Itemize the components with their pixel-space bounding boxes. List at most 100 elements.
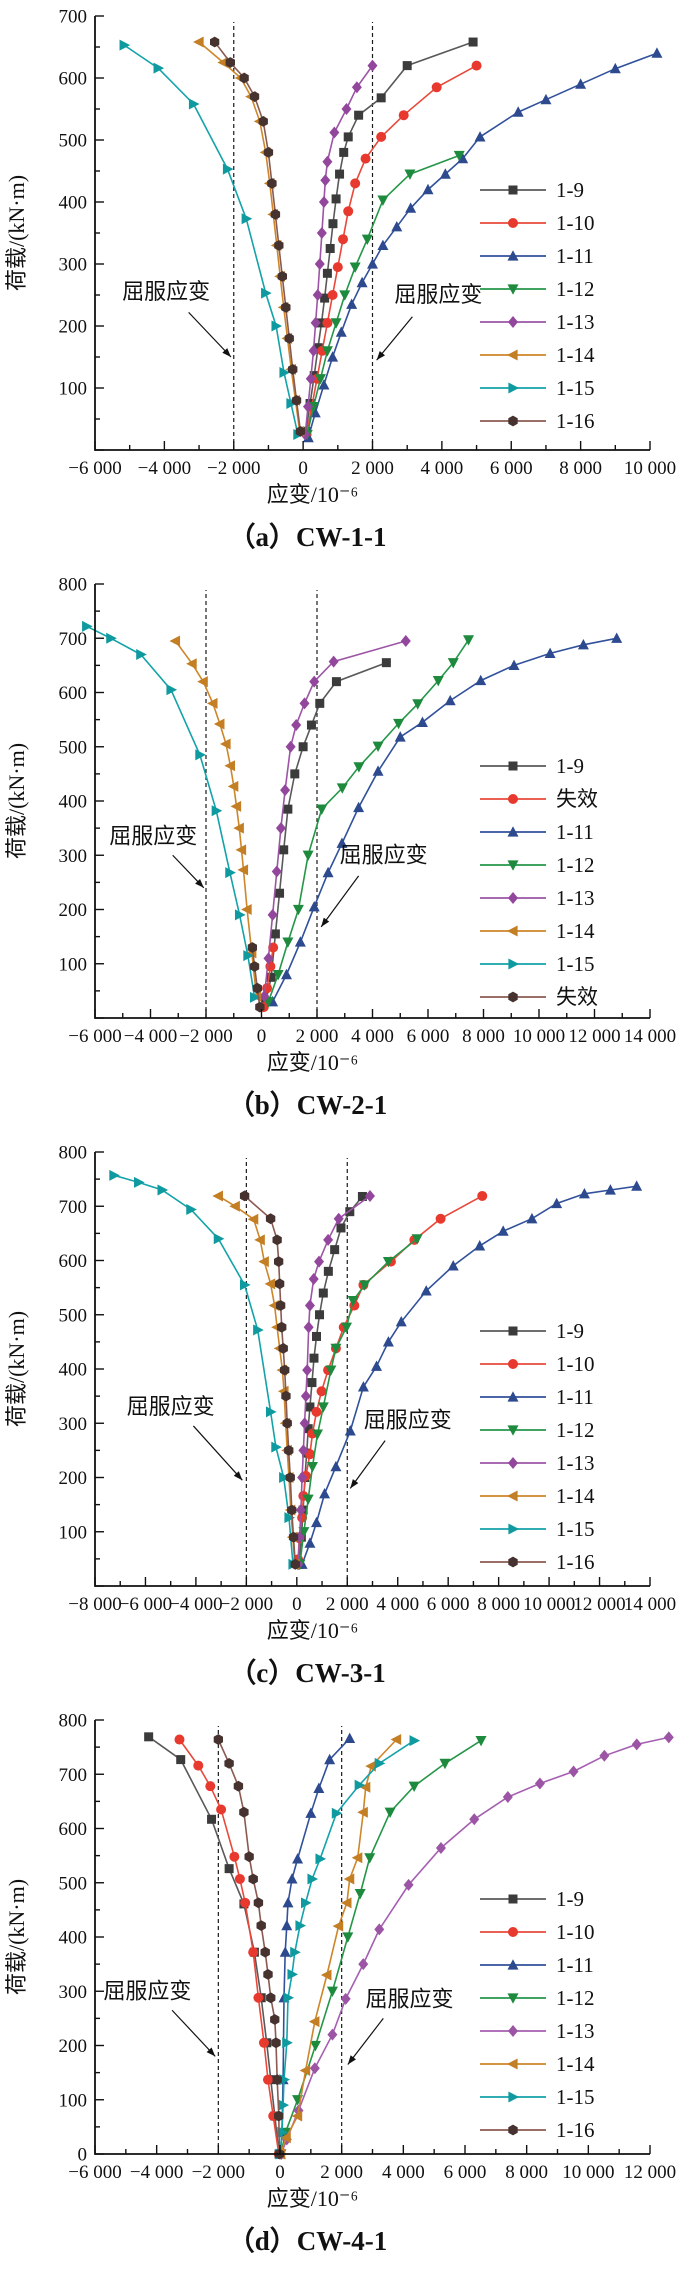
data-point-marker bbox=[343, 206, 354, 217]
legend-item: 1-10 bbox=[480, 1352, 595, 1376]
yield-annotation-arrow-line bbox=[320, 875, 360, 928]
data-point-marker bbox=[244, 1851, 254, 1863]
data-point-marker bbox=[237, 864, 249, 876]
data-point-marker bbox=[271, 2037, 281, 2049]
data-point-marker bbox=[271, 865, 282, 878]
x-tick-label: 8 000 bbox=[477, 1594, 520, 1615]
x-tick-label: −4 000 bbox=[169, 1594, 222, 1615]
legend-label: 1-15 bbox=[556, 952, 595, 976]
data-point-marker bbox=[258, 2037, 269, 2048]
data-point-marker bbox=[316, 804, 328, 815]
chart-subtitle: （a）CW-1-1 bbox=[229, 522, 387, 552]
data-point-marker bbox=[307, 1873, 319, 1885]
legend-label: 1-14 bbox=[556, 1484, 595, 1508]
data-point-marker bbox=[229, 1200, 240, 1212]
data-point-marker bbox=[277, 1321, 287, 1333]
data-point-marker bbox=[309, 1353, 319, 1363]
data-point-marker bbox=[144, 1732, 154, 1742]
yield-strain-lines bbox=[205, 590, 318, 1018]
x-tick-label: −4 000 bbox=[124, 1026, 177, 1047]
data-point-marker bbox=[263, 1969, 273, 1980]
series-line bbox=[123, 44, 299, 435]
data-point-marker bbox=[247, 942, 257, 953]
data-point-marker bbox=[340, 1992, 351, 2005]
yield-annotation-arrowhead bbox=[222, 348, 231, 357]
data-point-marker bbox=[663, 1731, 674, 1744]
data-point-marker bbox=[241, 213, 253, 225]
series-1-13 bbox=[259, 634, 411, 1003]
series-1-14 bbox=[193, 36, 305, 437]
data-point-marker bbox=[344, 1425, 356, 1436]
y-tick-label: 200 bbox=[59, 1468, 88, 1489]
x-axis-label: 应变/10⁻⁶ bbox=[267, 1618, 358, 1643]
legend-item: 1-10 bbox=[480, 1920, 595, 1944]
data-point-marker bbox=[508, 958, 519, 970]
data-point-marker bbox=[227, 780, 239, 792]
y-tick-label: 500 bbox=[59, 737, 88, 758]
data-point-marker bbox=[349, 262, 361, 273]
y-tick-label: 200 bbox=[59, 900, 88, 921]
legend-item: 1-11 bbox=[480, 1385, 594, 1409]
data-point-marker bbox=[279, 1946, 291, 1957]
data-point-marker bbox=[271, 1441, 282, 1453]
data-point-marker bbox=[604, 1184, 616, 1195]
data-point-marker bbox=[308, 1272, 319, 1285]
data-point-marker bbox=[361, 234, 373, 245]
y-tick-label: 700 bbox=[59, 1197, 88, 1218]
data-point-marker bbox=[508, 794, 518, 804]
legend-label: 1-12 bbox=[556, 1986, 595, 2010]
yield-annotation-arrowhead bbox=[321, 917, 330, 927]
legend-item: 1-16 bbox=[480, 1550, 595, 1574]
legend-label: 1-12 bbox=[556, 853, 595, 877]
y-tick-label: 800 bbox=[59, 1143, 88, 1164]
legend-label: 1-14 bbox=[556, 2052, 595, 2076]
data-point-marker bbox=[357, 1381, 369, 1392]
data-point-marker bbox=[322, 317, 333, 328]
data-point-marker bbox=[292, 904, 304, 916]
data-point-marker bbox=[332, 1920, 344, 1932]
x-tick-labels: −6 000 −4 000 −2 000 0 2 000 4 000 6 000 8 000 1… bbox=[68, 458, 676, 479]
legend-label: 1-11 bbox=[556, 1385, 594, 1409]
data-point-marker bbox=[267, 178, 277, 189]
yield-annotation-text: 屈服应变 bbox=[103, 1978, 191, 2003]
y-tick-label: 500 bbox=[59, 1873, 88, 1894]
y-tick-label: 600 bbox=[59, 683, 88, 704]
series-1-14 bbox=[274, 1734, 402, 2160]
data-point-marker bbox=[225, 867, 236, 879]
data-point-marker bbox=[372, 765, 384, 776]
data-point-marker bbox=[353, 801, 365, 813]
data-point-marker bbox=[405, 202, 417, 213]
data-point-marker bbox=[211, 805, 223, 817]
data-point-marker bbox=[239, 72, 249, 84]
data-point-marker bbox=[508, 1359, 518, 1369]
y-tick-label: 600 bbox=[59, 69, 88, 90]
y-tick-label: 600 bbox=[59, 1819, 88, 1840]
data-point-marker bbox=[507, 826, 519, 837]
data-point-marker bbox=[174, 1734, 185, 1745]
data-point-marker bbox=[213, 1734, 223, 1745]
data-point-marker bbox=[394, 731, 406, 742]
data-point-marker bbox=[210, 36, 220, 48]
data-point-marker bbox=[265, 1213, 276, 1225]
data-point-marker bbox=[243, 950, 254, 962]
data-point-marker bbox=[346, 298, 358, 309]
x-tick-label: 2 000 bbox=[296, 1026, 339, 1047]
series-1-10 bbox=[174, 1734, 284, 2159]
data-point-marker bbox=[310, 1516, 322, 1528]
chart-cw-4-1-canvas: −6 000 −4 000 −2 000 0 2 000 4 000 6 000 8 000 1… bbox=[4, 1711, 676, 2257]
data-point-marker bbox=[282, 1897, 294, 1908]
legend-item: 1-13 bbox=[480, 2019, 595, 2043]
data-point-marker bbox=[340, 1897, 352, 1909]
data-point-marker bbox=[457, 152, 469, 164]
data-point-marker bbox=[166, 684, 178, 696]
data-point-marker bbox=[344, 1732, 356, 1744]
axes bbox=[94, 15, 651, 451]
data-point-marker bbox=[315, 1853, 327, 1865]
data-point-marker bbox=[336, 1223, 346, 1233]
legend-item: 1-16 bbox=[480, 409, 595, 433]
legend-item: 1-12 bbox=[480, 853, 595, 877]
series-1-13 bbox=[276, 1731, 674, 2160]
data-point-marker bbox=[157, 1184, 169, 1196]
data-point-marker bbox=[507, 2058, 518, 2070]
x-tick-label: −6 000 bbox=[68, 1026, 121, 1047]
